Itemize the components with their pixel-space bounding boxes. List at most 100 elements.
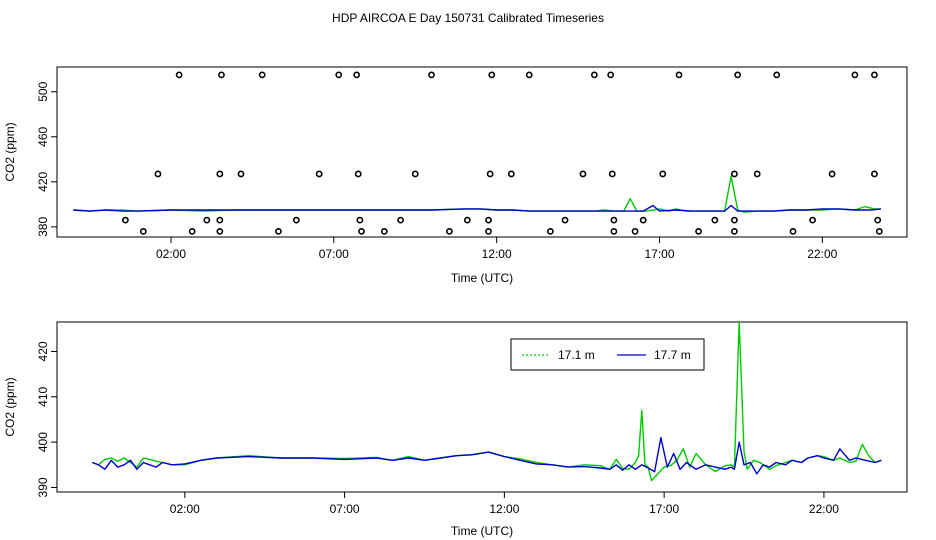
data-point [809, 216, 816, 224]
data-point [216, 170, 224, 178]
data-point [292, 216, 300, 224]
data-point [380, 227, 388, 235]
data-point [428, 71, 435, 79]
data-point [139, 227, 147, 235]
x-tick-label: 22:00 [809, 502, 839, 516]
data-point [730, 227, 738, 235]
plot-frame-top [56, 66, 908, 238]
y-tick-label: 380 [36, 217, 50, 237]
panel-top-co2-scatter: 02:00 07:00 12:00 17:00 22:00 380 420 460 500 T… [3, 66, 908, 285]
scatter-points-top [121, 71, 883, 235]
data-point [871, 170, 878, 178]
data-point [315, 170, 323, 178]
data-point [851, 71, 859, 79]
data-point [154, 170, 162, 178]
data-point [730, 216, 738, 224]
data-point [216, 216, 224, 224]
x-tick-label: 22:00 [807, 247, 837, 261]
series-lines-bottom [91, 321, 882, 482]
data-point [485, 227, 492, 235]
y-tick-label: 420 [36, 172, 50, 192]
legend-label-17-7m: 17.7 m [654, 348, 691, 362]
data-point [335, 71, 343, 79]
data-point [397, 216, 404, 224]
data-point [485, 216, 492, 224]
data-point [639, 216, 647, 224]
data-point [874, 216, 882, 224]
y-tick-label: 400 [36, 432, 50, 452]
data-point [203, 216, 211, 224]
figure-title: HDP AIRCOA E Day 150731 Calibrated Times… [332, 11, 604, 25]
x-axis-top: 02:00 07:00 12:00 17:00 22:00 [156, 237, 838, 261]
data-point [607, 71, 615, 79]
data-point [486, 170, 494, 178]
x-tick-label: 12:00 [489, 502, 519, 516]
data-point [216, 227, 224, 235]
y-axis-label-bottom: CO2 (ppm) [3, 377, 17, 436]
data-point [358, 227, 365, 235]
data-point [730, 170, 738, 178]
data-point [675, 71, 683, 79]
data-point [356, 216, 364, 224]
y-tick-label: 390 [36, 477, 50, 497]
data-point [188, 227, 196, 235]
data-point [695, 227, 702, 235]
y-tick-label: 410 [36, 386, 50, 406]
data-point [446, 227, 453, 235]
data-point [488, 71, 496, 79]
data-point [753, 170, 761, 178]
series-lines-top [73, 175, 881, 213]
y-tick-label: 460 [36, 126, 50, 146]
data-point [773, 71, 781, 79]
data-point [353, 71, 361, 79]
data-point [354, 170, 362, 178]
x-axis-bottom: 02:00 07:00 12:00 17:00 22:00 [170, 492, 839, 516]
x-tick-label: 12:00 [482, 247, 512, 261]
legend: 17.1 m 17.7 m [510, 338, 705, 371]
x-axis-label-bottom: Time (UTC) [451, 524, 513, 538]
data-point [659, 170, 667, 178]
data-point [237, 170, 245, 178]
y-axis-label-top: CO2 (ppm) [3, 122, 17, 181]
data-point [590, 71, 598, 79]
data-point [275, 227, 282, 235]
x-tick-label: 07:00 [330, 502, 360, 516]
plot-frame-bottom [56, 321, 908, 493]
data-point [546, 227, 554, 235]
data-point [561, 216, 569, 224]
data-point [411, 170, 419, 178]
data-point [175, 71, 183, 79]
series-line-green [73, 175, 881, 213]
x-tick-label: 07:00 [319, 247, 349, 261]
y-tick-label: 500 [36, 81, 50, 101]
data-point [525, 71, 533, 79]
data-point [789, 227, 797, 235]
series-line-blue [91, 436, 882, 475]
data-point [828, 170, 836, 178]
data-point [579, 170, 587, 178]
panel-bottom-co2-lines: 02:00 07:00 12:00 17:00 22:00 390 400 410 420 T… [3, 321, 908, 538]
x-axis-label-top: Time (UTC) [451, 271, 513, 285]
data-point [121, 216, 129, 224]
legend-label-17-1m: 17.1 m [558, 348, 595, 362]
x-tick-label: 02:00 [156, 247, 186, 261]
y-axis-top: 380 420 460 500 [36, 81, 57, 237]
data-point [610, 216, 618, 224]
data-point [734, 71, 742, 79]
data-point [608, 170, 616, 178]
data-point [463, 216, 471, 224]
data-point [711, 216, 719, 224]
data-point [258, 71, 266, 79]
series-line-blue [73, 204, 881, 212]
series-line-green [91, 321, 882, 482]
x-tick-label: 02:00 [170, 502, 200, 516]
data-point [871, 71, 878, 79]
y-axis-bottom: 390 400 410 420 [36, 341, 57, 497]
data-point [610, 227, 618, 235]
data-point [218, 71, 225, 79]
x-tick-label: 17:00 [644, 247, 674, 261]
data-point [631, 227, 639, 235]
y-tick-label: 420 [36, 341, 50, 361]
data-point [507, 170, 515, 178]
